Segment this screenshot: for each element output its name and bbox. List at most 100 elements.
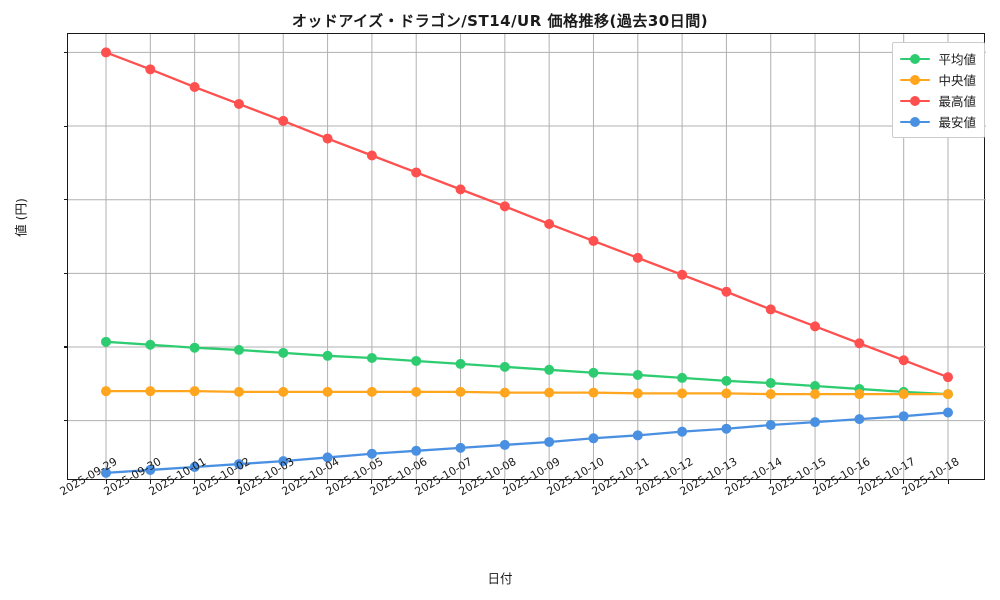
series-line-3 [104, 411, 950, 475]
data-point [810, 417, 821, 428]
legend-label: 最高値 [938, 94, 976, 109]
data-point [499, 201, 510, 212]
y-tick-mark [63, 125, 68, 127]
y-tick-mark [63, 272, 68, 274]
x-tick-mark [814, 479, 816, 484]
legend-item-0[interactable]: 平均値 [900, 48, 976, 69]
data-point [101, 386, 111, 397]
data-point [189, 82, 200, 93]
data-point [544, 364, 555, 375]
data-point [810, 389, 821, 400]
data-point [322, 386, 333, 397]
data-point [455, 184, 466, 195]
data-point [810, 381, 821, 392]
data-point [101, 336, 111, 347]
legend-item-1[interactable]: 中央値 [900, 69, 976, 90]
data-point [677, 426, 688, 437]
x-tick-mark [238, 479, 240, 484]
data-point [322, 350, 333, 361]
data-point [854, 338, 865, 349]
x-tick-mark [681, 479, 683, 484]
data-point [765, 389, 776, 400]
data-point [278, 456, 289, 467]
data-point [366, 386, 377, 397]
data-point [721, 423, 732, 434]
data-point [632, 369, 643, 380]
legend-marker-icon [900, 95, 931, 107]
data-point [145, 339, 156, 350]
data-point [189, 386, 200, 397]
data-point [632, 252, 643, 263]
data-point [233, 459, 244, 470]
data-point [765, 378, 776, 389]
x-tick-mark [460, 479, 462, 484]
data-point [544, 436, 555, 447]
data-point [411, 386, 422, 397]
data-point [898, 355, 909, 366]
chart-title: オッドアイズ・ドラゴン/ST14/UR 価格推移(過去30日間) [291, 12, 709, 30]
data-point [898, 389, 909, 400]
x-tick-mark [548, 479, 550, 484]
x-axis-title: 日付 [487, 571, 513, 586]
legend-marker-icon [900, 74, 931, 86]
data-point [544, 387, 555, 398]
data-point [322, 133, 333, 144]
data-point [189, 342, 200, 353]
data-point [411, 445, 422, 456]
data-point [677, 372, 688, 383]
x-tick-mark [725, 479, 727, 484]
x-tick-mark [637, 479, 639, 484]
data-point [588, 387, 599, 398]
data-point [455, 442, 466, 453]
x-tick-mark [592, 479, 595, 484]
data-point [854, 414, 865, 425]
x-tick-mark [770, 479, 772, 484]
data-point [588, 367, 599, 378]
x-tick-mark [194, 479, 196, 484]
data-point [411, 355, 422, 366]
data-point [366, 448, 377, 459]
data-point [854, 389, 865, 400]
x-tick-mark [149, 479, 151, 484]
data-point [278, 115, 289, 126]
series-lines [101, 47, 953, 478]
x-tick-mark [947, 479, 949, 484]
data-point [943, 372, 953, 383]
series-line-2 [104, 51, 950, 379]
data-point [588, 433, 599, 444]
x-tick-mark [504, 479, 506, 484]
data-point [499, 439, 510, 450]
legend-marker-icon [900, 116, 931, 128]
data-point [145, 464, 156, 475]
y-axis-title: 値 (円) [13, 198, 29, 237]
legend-label: 中央値 [938, 73, 976, 88]
x-tick-mark [105, 479, 107, 484]
data-point [145, 386, 156, 397]
legend-item-3[interactable]: 最安値 [900, 111, 976, 132]
legend-label: 平均値 [938, 52, 976, 67]
data-point [943, 389, 953, 400]
data-point [233, 386, 244, 397]
series-line-0 [104, 340, 950, 396]
data-point [189, 462, 200, 473]
data-point [632, 430, 643, 441]
x-tick-mark [371, 479, 373, 484]
data-point [233, 344, 244, 355]
data-point [499, 387, 510, 398]
data-point [765, 420, 776, 431]
data-point [366, 353, 377, 364]
data-point [721, 375, 732, 386]
data-point [278, 347, 289, 358]
data-point [145, 64, 156, 75]
x-tick-mark [415, 479, 417, 484]
data-point [101, 467, 111, 478]
legend-item-2[interactable]: 最高値 [900, 90, 976, 111]
data-point [632, 388, 643, 399]
data-point [278, 386, 289, 397]
y-tick-mark [63, 51, 68, 53]
data-point [898, 411, 909, 422]
gridlines [68, 34, 986, 481]
data-point [411, 167, 422, 178]
legend-label: 最安値 [938, 115, 976, 130]
